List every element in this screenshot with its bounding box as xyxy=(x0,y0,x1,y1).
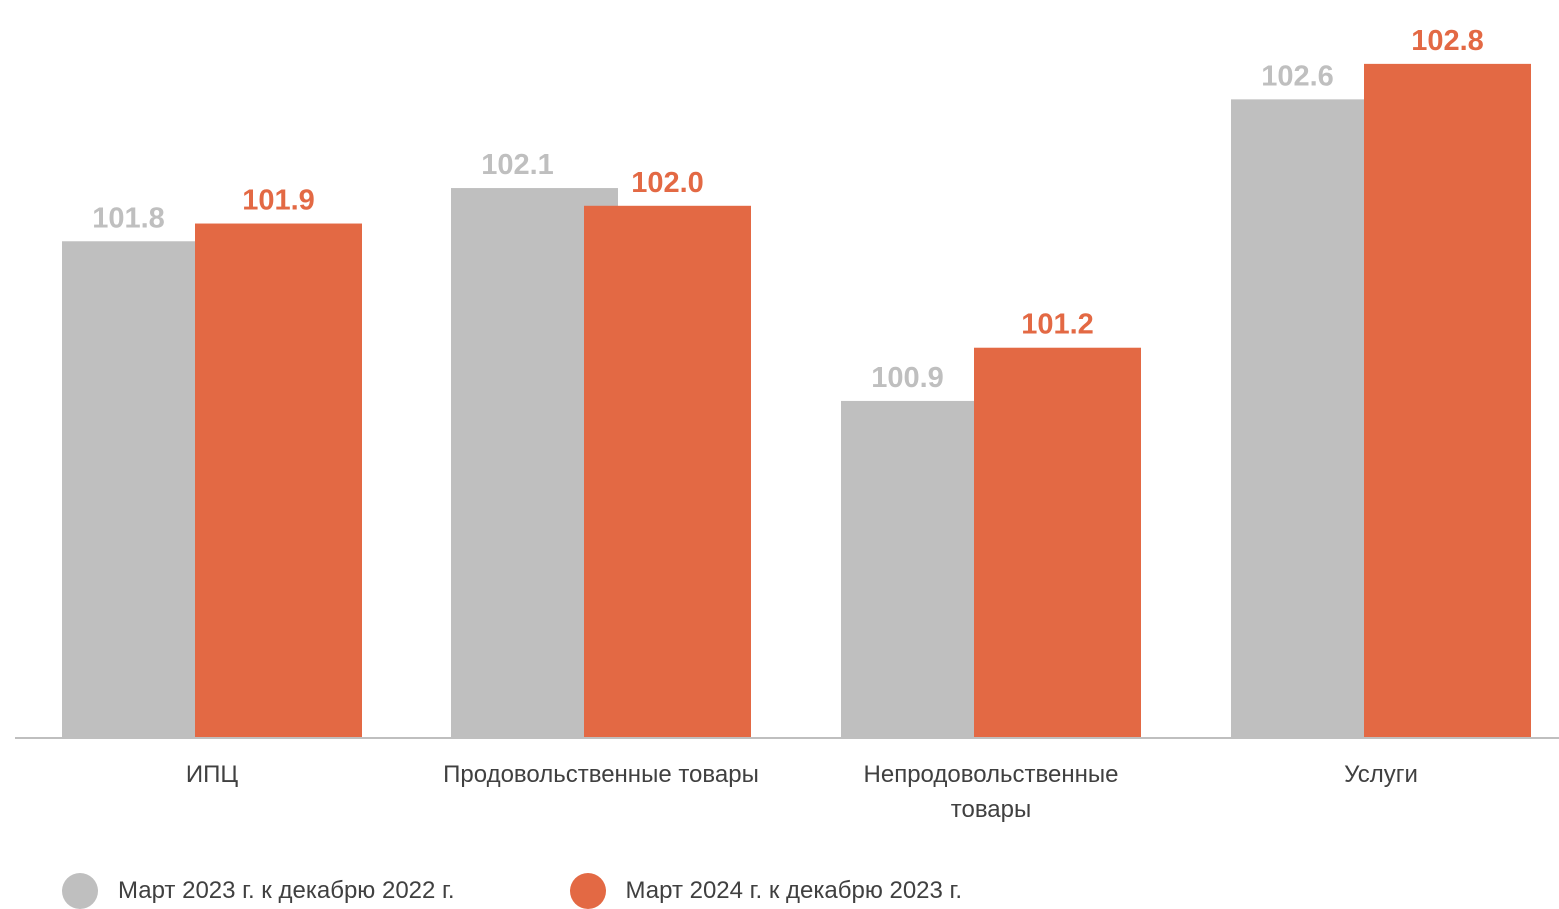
value-label-series-1-cat-1: 101.8 xyxy=(92,202,165,234)
bar-series-2-cat-2 xyxy=(584,205,751,738)
value-label-series-2-cat-4: 102.8 xyxy=(1411,25,1484,57)
category-label-3: Непродовольственные товары xyxy=(864,761,1119,823)
bar-series-2-cat-1 xyxy=(195,223,362,738)
category-label-2: Продовольственные товары xyxy=(443,761,759,788)
value-label-series-2-cat-3: 101.2 xyxy=(1021,309,1094,341)
legend: Март 2023 г. к декабрю 2022 г. Март 2024… xyxy=(62,873,1077,909)
category-label-1: ИПЦ xyxy=(186,761,239,788)
value-label-series-2-cat-2: 102.0 xyxy=(631,167,704,199)
bar-series-2-cat-3 xyxy=(974,347,1141,738)
legend-swatch-series-1 xyxy=(62,873,98,909)
value-label-series-1-cat-3: 100.9 xyxy=(871,362,944,394)
bar-series-2-cat-4 xyxy=(1364,63,1531,739)
value-label-series-1-cat-4: 102.6 xyxy=(1261,60,1334,92)
legend-label-series-1: Март 2023 г. к декабрю 2022 г. xyxy=(118,877,455,904)
legend-item-series-2: Март 2024 г. к декабрю 2023 г. xyxy=(569,873,963,909)
legend-label-series-2: Март 2024 г. к декабрю 2023 г. xyxy=(625,877,963,904)
legend-swatch-series-2 xyxy=(569,873,606,909)
bars-group xyxy=(62,63,1531,739)
category-labels-group: ИПЦ Продовольственные товары Непродовольст… xyxy=(186,761,1418,823)
category-label-4: Услуги xyxy=(1344,761,1418,788)
value-labels-group: 101.8 101.9 102.1 102.0 100.9 101.2 102.6 102.8 xyxy=(92,25,1484,394)
value-label-series-2-cat-1: 101.9 xyxy=(242,185,315,217)
value-label-series-1-cat-2: 102.1 xyxy=(481,149,554,181)
legend-item-series-1: Март 2023 г. к декабрю 2022 г. xyxy=(62,873,455,909)
